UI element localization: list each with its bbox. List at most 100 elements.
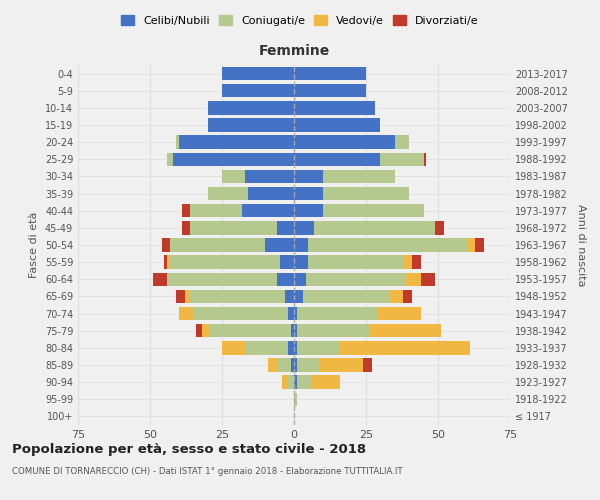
- Bar: [170, 256, 280, 269]
- Bar: [294, 101, 374, 114]
- Bar: [280, 256, 294, 269]
- Bar: [424, 152, 427, 166]
- Bar: [467, 238, 475, 252]
- Bar: [297, 358, 320, 372]
- Bar: [161, 238, 170, 252]
- Bar: [403, 256, 412, 269]
- Bar: [167, 272, 277, 286]
- Bar: [222, 341, 245, 354]
- Bar: [176, 136, 179, 149]
- Bar: [369, 324, 441, 338]
- Bar: [211, 324, 291, 338]
- Text: COMUNE DI TORNARECCIO (CH) - Dati ISTAT 1° gennaio 2018 - Elaborazione TUTTITALI: COMUNE DI TORNARECCIO (CH) - Dati ISTAT …: [12, 468, 403, 476]
- Bar: [245, 341, 288, 354]
- Bar: [179, 307, 193, 320]
- Bar: [421, 272, 435, 286]
- Bar: [340, 341, 470, 354]
- Bar: [314, 221, 435, 234]
- Bar: [190, 221, 277, 234]
- Bar: [265, 238, 294, 252]
- Bar: [286, 290, 294, 303]
- Bar: [294, 324, 297, 338]
- Bar: [167, 152, 173, 166]
- Bar: [308, 238, 467, 252]
- Bar: [196, 324, 202, 338]
- Bar: [294, 170, 323, 183]
- Bar: [222, 170, 245, 183]
- Bar: [294, 136, 395, 149]
- Bar: [294, 272, 305, 286]
- Bar: [202, 324, 211, 338]
- Bar: [294, 187, 323, 200]
- Bar: [294, 152, 380, 166]
- Y-axis label: Anni di nascita: Anni di nascita: [576, 204, 586, 286]
- Bar: [294, 118, 380, 132]
- Bar: [294, 67, 366, 80]
- Text: Femmine: Femmine: [259, 44, 329, 58]
- Bar: [208, 118, 294, 132]
- Bar: [297, 376, 311, 389]
- Bar: [167, 256, 170, 269]
- Bar: [182, 221, 190, 234]
- Bar: [208, 187, 248, 200]
- Bar: [242, 204, 294, 218]
- Bar: [268, 358, 277, 372]
- Bar: [294, 376, 297, 389]
- Bar: [294, 238, 308, 252]
- Bar: [288, 341, 294, 354]
- Bar: [164, 256, 167, 269]
- Bar: [377, 307, 421, 320]
- Bar: [185, 290, 190, 303]
- Bar: [297, 307, 377, 320]
- Bar: [294, 358, 297, 372]
- Bar: [288, 376, 294, 389]
- Bar: [248, 187, 294, 200]
- Y-axis label: Fasce di età: Fasce di età: [29, 212, 39, 278]
- Bar: [153, 272, 167, 286]
- Bar: [294, 204, 323, 218]
- Bar: [294, 341, 297, 354]
- Bar: [294, 307, 297, 320]
- Bar: [277, 272, 294, 286]
- Bar: [294, 256, 308, 269]
- Bar: [182, 204, 190, 218]
- Bar: [283, 376, 288, 389]
- Bar: [403, 290, 412, 303]
- Bar: [190, 290, 286, 303]
- Bar: [305, 272, 406, 286]
- Bar: [320, 358, 363, 372]
- Bar: [323, 187, 409, 200]
- Bar: [291, 358, 294, 372]
- Bar: [294, 221, 314, 234]
- Bar: [176, 290, 185, 303]
- Bar: [294, 290, 302, 303]
- Bar: [363, 358, 372, 372]
- Bar: [297, 341, 340, 354]
- Bar: [222, 67, 294, 80]
- Bar: [170, 238, 265, 252]
- Bar: [435, 221, 444, 234]
- Bar: [277, 221, 294, 234]
- Bar: [173, 152, 294, 166]
- Bar: [277, 358, 291, 372]
- Bar: [323, 204, 424, 218]
- Text: Popolazione per età, sesso e stato civile - 2018: Popolazione per età, sesso e stato civil…: [12, 442, 366, 456]
- Bar: [389, 290, 403, 303]
- Bar: [406, 272, 421, 286]
- Bar: [245, 170, 294, 183]
- Bar: [323, 170, 395, 183]
- Legend: Celibi/Nubili, Coniugati/e, Vedovi/e, Divorziati/e: Celibi/Nubili, Coniugati/e, Vedovi/e, Di…: [117, 10, 483, 30]
- Bar: [302, 290, 389, 303]
- Bar: [294, 84, 366, 98]
- Bar: [294, 392, 297, 406]
- Bar: [297, 324, 369, 338]
- Bar: [190, 204, 242, 218]
- Bar: [380, 152, 424, 166]
- Bar: [208, 101, 294, 114]
- Bar: [179, 136, 294, 149]
- Bar: [288, 307, 294, 320]
- Bar: [308, 256, 403, 269]
- Bar: [291, 324, 294, 338]
- Bar: [311, 376, 340, 389]
- Bar: [412, 256, 421, 269]
